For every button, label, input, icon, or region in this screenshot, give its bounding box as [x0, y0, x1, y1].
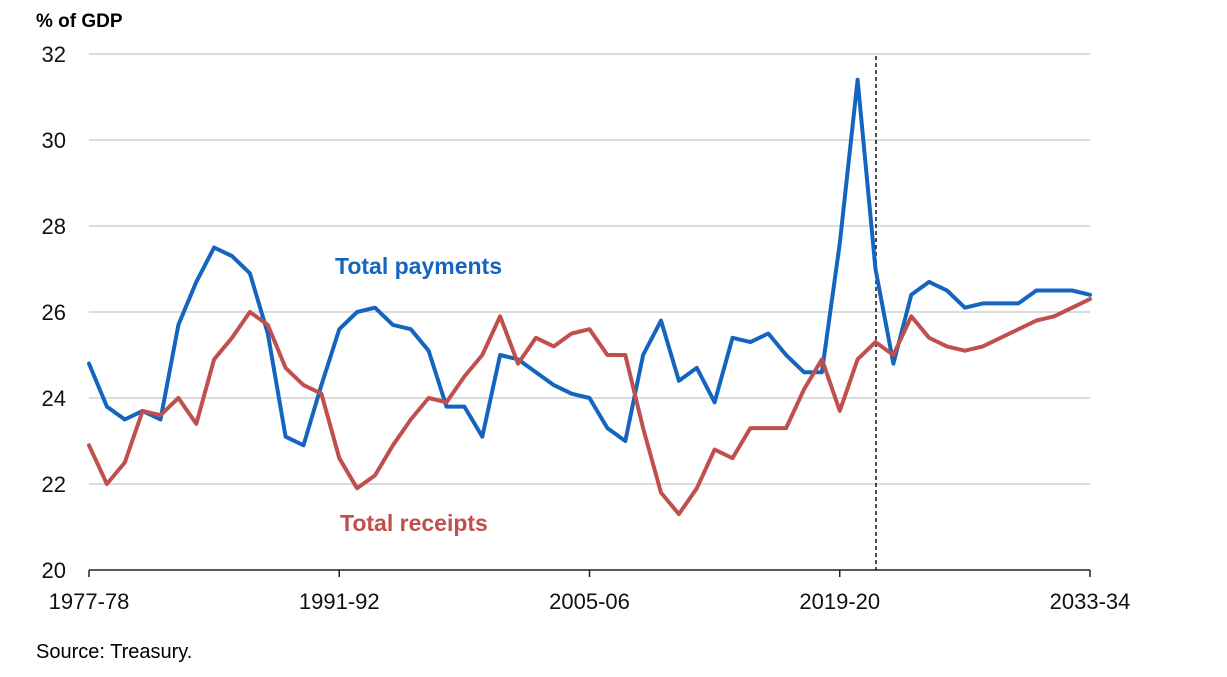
x-tick-label: 2019-20	[799, 589, 880, 614]
y-tick-label: 24	[42, 386, 66, 411]
total-receipts-label: Total receipts	[340, 510, 488, 536]
x-tick-label: 2033-34	[1050, 589, 1131, 614]
y-tick-label: 22	[42, 472, 66, 497]
y-tick-label: 32	[42, 42, 66, 67]
y-axis-title: % of GDP	[36, 11, 123, 32]
x-tick-label: 1977-78	[49, 589, 130, 614]
y-axis-ticks: 20 22 24 26 28 30 32	[42, 42, 66, 583]
y-tick-label: 30	[42, 128, 66, 153]
series-line-total-payments	[87, 77, 1092, 448]
total-payments-label: Total payments	[335, 253, 502, 279]
line-chart: % of GDP 20 22 24 26 28 30 32 1977-78 1991-92 20…	[36, 11, 1131, 614]
y-tick-label: 20	[42, 558, 66, 583]
x-tick-label: 2005-06	[549, 589, 630, 614]
gridlines	[89, 53, 1090, 485]
series-lines	[87, 77, 1092, 517]
y-tick-label: 28	[42, 214, 66, 239]
y-tick-label: 26	[42, 300, 66, 325]
series-line-total-receipts	[87, 297, 1092, 517]
source-note: Source: Treasury.	[36, 641, 193, 663]
x-axis-ticks: 1977-78 1991-92 2005-06 2019-20 2033-34	[49, 570, 1131, 614]
x-tick-label: 1991-92	[299, 589, 380, 614]
